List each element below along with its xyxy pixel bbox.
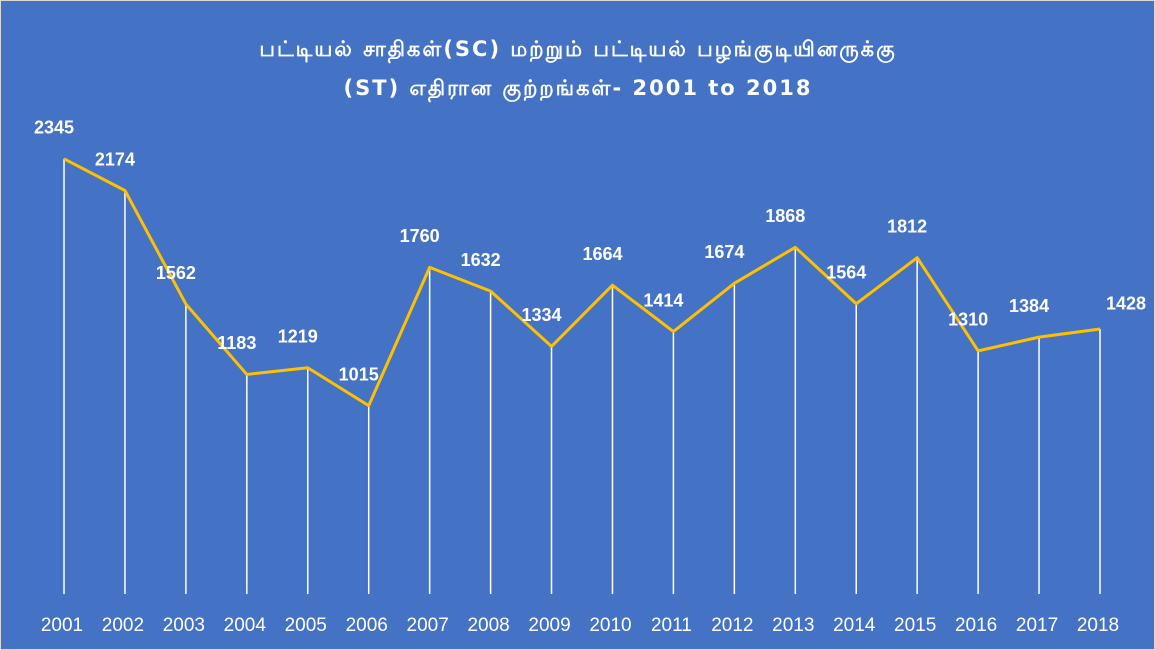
x-tick-label: 2010 [589,615,631,636]
data-label: 1562 [156,263,196,283]
data-label: 1183 [217,333,256,353]
x-tick-label: 2009 [528,615,570,636]
data-label: 1428 [1106,294,1146,314]
x-tick-label: 2008 [467,615,509,636]
data-label: 1564 [826,262,866,282]
data-label: 1015 [339,364,379,384]
chart-title: பட்டியல் சாதிகள்(SC) மற்றும் பட்டியல் பழ… [259,37,896,64]
data-label: 1868 [765,206,805,226]
data-label: 1812 [887,216,927,236]
data-label: 1760 [400,226,440,246]
data-line [63,157,1101,408]
data-label: 1414 [643,290,683,310]
x-tick-label: 2006 [346,615,388,636]
x-tick-label: 2011 [651,615,692,636]
data-label: 1384 [1009,296,1049,316]
x-tick-label: 2018 [1077,615,1119,636]
x-tick-label: 2005 [285,615,327,636]
data-label: 1632 [461,250,501,270]
x-tick-label: 2001 [41,615,83,636]
x-tick-label: 2013 [772,615,814,636]
data-label: 2174 [95,149,135,169]
x-tick-label: 2014 [833,615,876,636]
x-tick-label: 2017 [1016,615,1058,636]
x-tick-label: 2004 [224,615,267,636]
x-tick-label: 2015 [894,615,936,636]
x-tick-label: 2003 [163,615,205,636]
data-label: 2345 [34,118,74,138]
chart-title: (ST) எதிரான குற்றங்கள்- 2001 to 2018 [344,76,813,103]
x-tick-label: 2007 [407,615,449,636]
x-tick-label: 2012 [711,615,753,636]
data-label: 1674 [704,242,744,262]
x-tick-label: 2002 [102,615,144,636]
x-tick-label: 2016 [955,615,997,636]
data-label: 1664 [582,244,622,264]
data-label: 1334 [522,305,562,325]
data-label: 1219 [278,327,318,347]
data-label: 1310 [948,310,988,330]
